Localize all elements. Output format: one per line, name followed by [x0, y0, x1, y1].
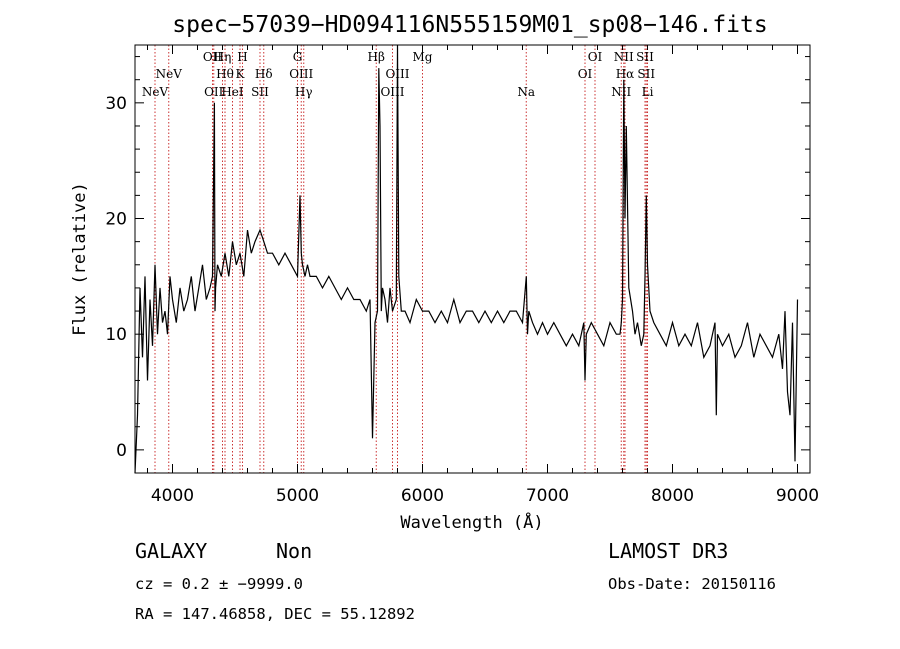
spectral-line-markers [154, 45, 648, 473]
spectral-line-label: Hβ [368, 50, 385, 64]
y-axis-ticks: 0 10 20 30 [105, 56, 810, 461]
spectral-line-label: OIII [380, 85, 404, 99]
spectral-line-label: Hα [616, 67, 635, 81]
spectral-line-labels: NeVNeVOIIOIIHηHθHeIHKSIIHδGOIIIHγHβOIIIO… [142, 50, 656, 99]
y-tick-label: 30 [105, 94, 127, 114]
x-axis-label: Wavelength (Å) [400, 511, 543, 533]
redshift-readout: cz = 0.2 ± −9999.0 [135, 575, 303, 593]
x-tick-label: 8000 [651, 486, 694, 506]
plot-frame [134, 44, 811, 474]
coordinates-readout: RA = 147.46858, DEC = 55.12892 [135, 605, 415, 623]
x-tick-label: 9000 [776, 486, 819, 506]
spectral-line-label: Li [642, 85, 654, 99]
spectral-line-label: K [236, 67, 246, 81]
spectral-line-label: OII [204, 85, 224, 99]
spectral-line-label: HeI [221, 85, 244, 99]
spectral-line-label: Mg [413, 50, 433, 64]
spectral-line-label: Hγ [295, 85, 313, 99]
spectral-line-label: SII [636, 50, 654, 64]
survey-name: LAMOST DR3 [608, 539, 728, 563]
object-subclass: Non [276, 539, 312, 563]
spectral-line-label: OIII [289, 67, 313, 81]
spectral-line-label: NeV [156, 67, 183, 81]
spectral-line-label: Hδ [255, 67, 273, 81]
x-tick-label: 7000 [526, 486, 569, 506]
y-axis-label: Flux (relative) [70, 182, 90, 336]
spectral-line-label: OI [588, 50, 603, 64]
x-axis-ticks: 4000 5000 6000 7000 8000 9000 [147, 45, 819, 506]
spectral-line-label: SII [251, 85, 269, 99]
spectral-line-label: H [237, 50, 247, 64]
spectral-line-label: NII [611, 85, 631, 99]
spectral-line-label: OII [203, 50, 223, 64]
chart-title: spec−57039−HD094116N555159M01_sp08−146.f… [172, 12, 767, 38]
object-class: GALAXY [135, 539, 207, 563]
x-tick-label: 4000 [151, 486, 194, 506]
y-tick-label: 20 [105, 210, 127, 230]
spectral-line-label: G [293, 50, 303, 64]
spectral-line-label: OI [578, 67, 593, 81]
x-tick-label: 5000 [276, 486, 319, 506]
y-tick-label: 0 [116, 441, 127, 461]
spectral-line-label: NeV [142, 85, 169, 99]
spectral-line-label: SII [637, 67, 655, 81]
obs-date: Obs-Date: 20150116 [608, 575, 776, 593]
spectral-line-label: Hθ [216, 67, 234, 81]
spectrum-line [134, 44, 799, 474]
spectral-line-label: Na [517, 85, 535, 99]
y-tick-label: 10 [105, 325, 127, 345]
spectral-line-label: NII [614, 50, 634, 64]
spectral-line-label: Hη [214, 50, 232, 64]
x-tick-label: 6000 [401, 486, 444, 506]
